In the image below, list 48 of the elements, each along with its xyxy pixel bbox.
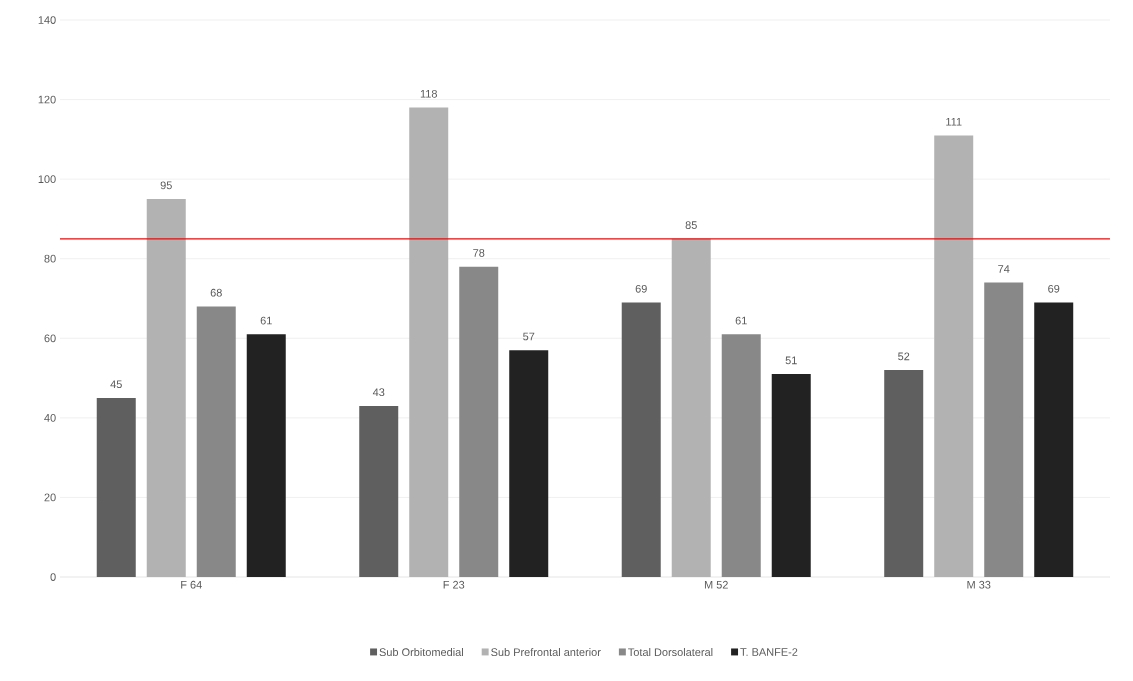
x-tick-label: F 64 (181, 580, 202, 589)
data-label: 61 (735, 316, 747, 325)
bar (621, 302, 661, 577)
x-tick-label: M 33 (967, 580, 991, 589)
bar (96, 397, 136, 577)
legend-label: T. BANFE-2 (740, 648, 798, 656)
data-label: 51 (785, 356, 797, 365)
bar (359, 405, 399, 577)
y-tick-label: 120 (38, 95, 56, 104)
data-label: 78 (473, 249, 485, 257)
data-label: 69 (1048, 284, 1060, 293)
data-label: 69 (635, 284, 647, 293)
y-tick-label: 0 (50, 573, 56, 581)
data-label: 118 (420, 89, 437, 98)
data-label: 52 (898, 352, 910, 361)
y-tick-label: 100 (38, 175, 56, 184)
bar (934, 135, 974, 577)
legend-label: Sub Orbitomedial (379, 648, 463, 657)
bar (1034, 302, 1074, 577)
data-label: 74 (998, 265, 1010, 273)
bar (721, 334, 761, 577)
bar (146, 199, 186, 577)
bar (409, 107, 449, 577)
bar (771, 374, 811, 577)
y-tick-label: 80 (44, 254, 56, 263)
x-tick-label: M 52 (704, 580, 728, 589)
bar (984, 282, 1024, 577)
y-tick-label: 60 (44, 334, 56, 343)
legend-label: Sub Prefrontal anterior (491, 648, 601, 657)
bar (196, 306, 236, 577)
data-label: 95 (160, 181, 172, 190)
data-label: 57 (523, 332, 535, 341)
data-label: 68 (210, 288, 222, 297)
data-label: 43 (372, 388, 385, 397)
bar (884, 370, 924, 577)
legend-label: Total Dorsolateral (628, 648, 713, 657)
bar (671, 238, 711, 577)
data-label: 45 (110, 380, 122, 389)
data-label: 85 (685, 221, 697, 229)
bar (509, 350, 549, 577)
y-tick-label: 140 (38, 16, 56, 24)
x-tick-label: F 23 (443, 580, 465, 589)
y-tick-label: 20 (44, 493, 56, 502)
data-label: 111 (946, 117, 962, 126)
data-label: 61 (260, 316, 272, 325)
y-tick-label: 40 (44, 413, 56, 422)
bar (459, 266, 499, 577)
bar (246, 334, 286, 577)
